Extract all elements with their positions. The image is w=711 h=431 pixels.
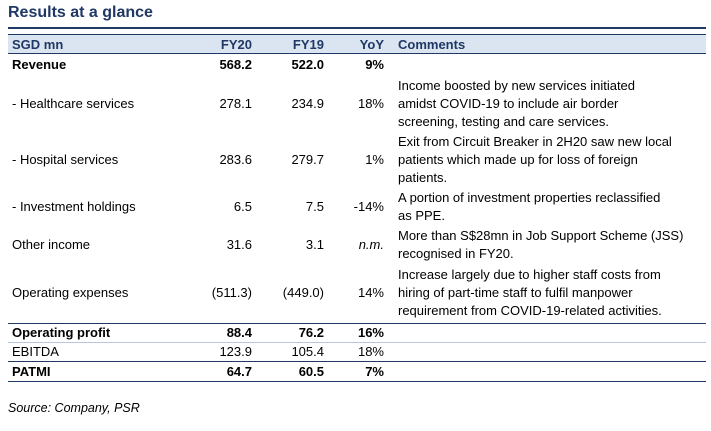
fy19-value: 522.0 [291, 56, 324, 72]
fy19-value: 279.7 [291, 151, 324, 167]
yoy-value: n.m. [358, 236, 384, 252]
comment-line: Increase largely due to higher staff cos… [398, 267, 661, 283]
comment-line: screening, testing and care services. [398, 113, 609, 129]
comment-cell: A portion of investment properties recla… [390, 188, 706, 226]
yoy-value: -14% [353, 198, 384, 214]
comment-line: More than S$28mn in Job Support Scheme (… [398, 227, 684, 243]
fy19-value: (449.0) [258, 263, 330, 324]
row-label: - Healthcare services [12, 95, 135, 111]
fy19-value: 76.2 [258, 323, 330, 343]
comment-cell [390, 361, 706, 382]
table-row-investment: - Investment holdings 6.5 7.5 -14% A por… [8, 188, 706, 226]
table-header-row: SGD mn FY20 FY19 YoY Comments [8, 34, 706, 54]
fy19-value: 3.1 [305, 236, 324, 252]
comment-line: hiring of part-time staff to fulfil manp… [398, 285, 633, 301]
comment-cell [390, 54, 706, 76]
row-label: Other income [12, 236, 91, 252]
row-label: Operating expenses [8, 263, 186, 324]
table-row-ebitda: EBITDA 123.9 105.4 18% [8, 343, 706, 362]
page-title: Results at a glance [8, 4, 153, 21]
yoy-value: 18% [357, 95, 384, 111]
row-label: - Hospital services [12, 151, 119, 167]
comment-cell: Increase largely due to higher staff cos… [390, 263, 706, 324]
fy20-value: (511.3) [186, 263, 258, 324]
header-yoy: YoY [330, 34, 390, 54]
table-row-hospital: - Hospital services 283.6 279.7 1% Exit … [8, 132, 706, 188]
yoy-value: 9% [365, 56, 384, 72]
fy20-value: 568.2 [219, 56, 252, 72]
title-divider [8, 27, 706, 29]
fy19-value: 105.4 [291, 344, 324, 359]
header-fy19: FY19 [258, 34, 330, 54]
comment-line: Income boosted by new services initiated [398, 77, 636, 93]
row-label: Operating profit [8, 323, 186, 343]
comment-line: A portion of investment properties recla… [398, 189, 661, 205]
fy20-value: 123.9 [219, 344, 252, 359]
comment-line: Exit from Circuit Breaker in 2H20 saw ne… [398, 133, 672, 149]
row-label: PATMI [8, 361, 186, 382]
comment-cell [390, 323, 706, 343]
fy20-value: 278.1 [219, 95, 252, 111]
results-table: SGD mn FY20 FY19 YoY Comments Revenue 56… [8, 34, 706, 382]
header-comments: Comments [390, 34, 706, 54]
fy20-value: 31.6 [226, 236, 252, 252]
fy20-value: 64.7 [186, 361, 258, 382]
fy19-value: 60.5 [258, 361, 330, 382]
row-label: EBITDA [12, 344, 59, 359]
header-fy20: FY20 [186, 34, 258, 54]
fy19-value: 7.5 [305, 198, 324, 214]
table-row-operating-profit: Operating profit 88.4 76.2 16% [8, 323, 706, 343]
table-row-revenue: Revenue 568.2 522.0 9% [8, 54, 706, 76]
yoy-value: 16% [330, 323, 390, 343]
yoy-value: 18% [357, 344, 384, 359]
yoy-value: 7% [330, 361, 390, 382]
table-row-other-income: Other income 31.6 3.1 n.m. More than S$2… [8, 226, 706, 264]
fy20-value: 88.4 [186, 323, 258, 343]
row-label: Revenue [12, 56, 67, 72]
comment-cell: Exit from Circuit Breaker in 2H20 saw ne… [390, 132, 706, 188]
yoy-value: 14% [330, 263, 390, 324]
comment-cell [390, 343, 706, 362]
comment-cell: Income boosted by new services initiated… [390, 76, 706, 132]
comment-cell: More than S$28mn in Job Support Scheme (… [390, 226, 706, 264]
comment-line: patients which made up for loss of forei… [398, 151, 638, 167]
comment-line: recognised in FY20. [398, 245, 514, 261]
table-row-patmi: PATMI 64.7 60.5 7% [8, 361, 706, 382]
yoy-value: 1% [365, 151, 384, 167]
fy20-value: 6.5 [233, 198, 252, 214]
comment-line: requirement from COVID-19-related activi… [398, 303, 662, 319]
header-sgd-mn: SGD mn [8, 34, 186, 54]
source-note: Source: Company, PSR [8, 401, 140, 415]
fy20-value: 283.6 [219, 151, 252, 167]
comment-line: amidst COVID-19 to include air border [398, 95, 619, 111]
comment-line: patients. [398, 169, 448, 185]
table-row-healthcare: - Healthcare services 278.1 234.9 18% In… [8, 76, 706, 132]
table-row-opex: Operating expenses (511.3) (449.0) 14% I… [8, 263, 706, 324]
fy19-value: 234.9 [291, 95, 324, 111]
row-label: - Investment holdings [12, 198, 136, 214]
comment-line: as PPE. [398, 207, 445, 223]
